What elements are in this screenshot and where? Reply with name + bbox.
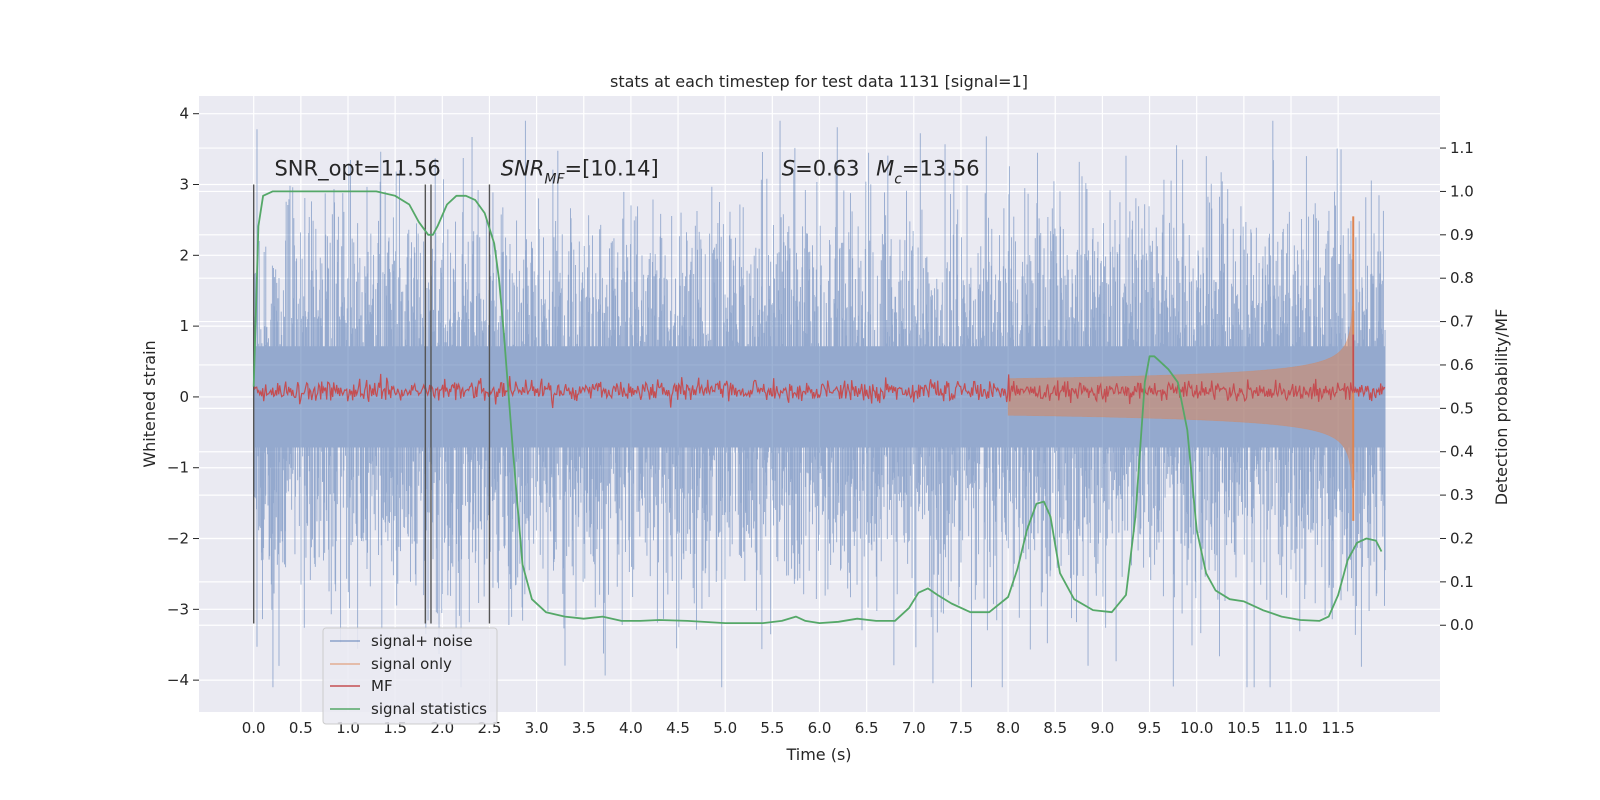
x-axis-label: Time (s) <box>785 745 851 764</box>
legend-label-signal-statistics: signal statistics <box>371 700 487 718</box>
annotation-snr-opt: SNR_opt=11.56 <box>274 156 440 181</box>
x-tick-label: 6.0 <box>808 719 832 737</box>
y-tick-label: −4 <box>167 671 189 689</box>
x-tick-label: 8.0 <box>996 719 1020 737</box>
x-tick-label: 5.0 <box>713 719 737 737</box>
y-tick-label: 1 <box>179 317 189 335</box>
y-tick-label: 3 <box>179 176 189 194</box>
chart-title: stats at each timestep for test data 113… <box>610 72 1028 91</box>
legend-box <box>322 627 498 725</box>
signal-statistics-line <box>252 190 1383 624</box>
y-axis-label: Whitened strain <box>140 340 159 467</box>
y-tick-label: −1 <box>167 459 189 477</box>
y-tick-label: −2 <box>167 530 189 548</box>
legend-label-signal-only: signal only <box>371 655 452 673</box>
x-tick-label: 8.5 <box>1043 719 1067 737</box>
y2-axis-label: Detection probability/MF <box>1492 309 1511 506</box>
x-tick-label: 6.5 <box>855 719 879 737</box>
x-tick-label: 3.5 <box>572 719 596 737</box>
annotations: SNR_opt=11.56 SNRMF=[10.14] S=0.63 Mc=13.56 <box>274 156 979 187</box>
x-tick-label: 5.5 <box>760 719 784 737</box>
y2-tick-label: 1.0 <box>1450 182 1474 200</box>
y2-tick-label: 0.6 <box>1450 356 1474 374</box>
x-tick-label: 11.5 <box>1321 719 1354 737</box>
signal-statistics-series <box>252 190 1383 624</box>
y2-tick-label: 0.3 <box>1450 486 1474 504</box>
x-tick-label: 0.5 <box>289 719 313 737</box>
x-tick-label: 3.0 <box>525 719 549 737</box>
y2-tick-label: 0.0 <box>1450 616 1474 634</box>
y2-tick-label: 0.1 <box>1450 573 1474 591</box>
x-tick-label: 4.5 <box>666 719 690 737</box>
annotation-mc: Mc=13.56 <box>876 156 980 187</box>
annotation-snr-mf: SNRMF=[10.14] <box>501 156 659 187</box>
y-tick-labels: −4 −3 −2 −1 0 1 2 3 4 <box>167 105 199 689</box>
x-tick-labels: 0.0 0.5 1.0 1.5 2.0 2.5 3.0 3.5 4.0 4.5 5.0 5.5 6.0 6… <box>242 719 1355 737</box>
x-tick-label: 11.0 <box>1274 719 1307 737</box>
annotation-s-stat: S=0.63 <box>782 156 860 180</box>
y2-tick-label: 0.7 <box>1450 313 1474 331</box>
x-tick-label: 7.0 <box>902 719 926 737</box>
legend-label-signal-noise: signal+ noise <box>371 632 473 650</box>
y2-tick-label: 0.5 <box>1450 399 1474 417</box>
y-tick-label: −3 <box>167 600 189 618</box>
x-tick-label: 9.5 <box>1138 719 1162 737</box>
y2-tick-label: 0.8 <box>1450 269 1474 287</box>
trigger-lines <box>252 184 491 624</box>
signal-only-envelope <box>1007 216 1354 521</box>
y-tick-label: 4 <box>179 105 189 123</box>
y2-tick-label: 1.1 <box>1450 139 1474 157</box>
legend: signal+ noise signal only MF signal stat… <box>322 627 498 725</box>
y2-tick-label: 0.2 <box>1450 529 1474 547</box>
x-tick-label: 4.0 <box>619 719 643 737</box>
y-tick-label: 2 <box>179 246 189 264</box>
y2-tick-label: 0.4 <box>1450 443 1474 461</box>
legend-label-mf: MF <box>371 677 393 695</box>
y2-tick-label: 0.9 <box>1450 226 1474 244</box>
x-tick-label: 10.0 <box>1180 719 1213 737</box>
x-tick-label: 0.0 <box>242 719 266 737</box>
x-tick-label: 7.5 <box>949 719 973 737</box>
mf-series <box>253 334 1386 409</box>
y2-tick-labels: 0.0 0.1 0.2 0.3 0.4 0.5 0.6 0.7 0.8 0.9 1.0 1.1 <box>1440 139 1474 634</box>
x-tick-label: 10.5 <box>1227 719 1260 737</box>
x-tick-label: 9.0 <box>1090 719 1114 737</box>
y-tick-label: 0 <box>179 388 189 406</box>
mf-line <box>253 373 1386 409</box>
